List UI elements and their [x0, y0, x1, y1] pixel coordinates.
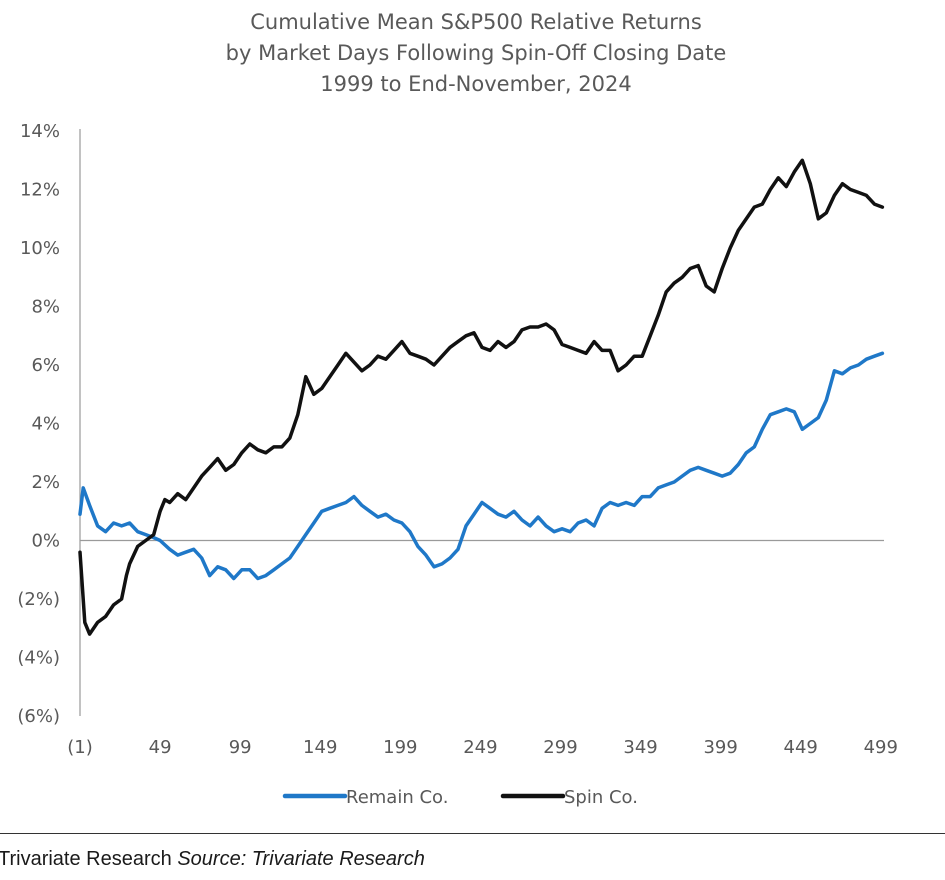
footer-prefix: Trivariate Research — [0, 848, 172, 870]
x-tick-label: 249 — [463, 737, 497, 758]
y-tick-label: 14% — [20, 121, 60, 142]
x-tick-label: 349 — [623, 737, 657, 758]
y-tick-label: 10% — [20, 238, 60, 259]
footer-source: Source: Trivariate Research — [177, 848, 425, 870]
legend: Remain Co. Spin Co. — [282, 787, 638, 808]
x-tick-label: 299 — [543, 737, 577, 758]
footer: Trivariate Research Source: Trivariate R… — [0, 833, 945, 880]
plot-lines — [78, 158, 885, 636]
y-axis: 14% 12% 10% 8% 6% 4% 2% 0% (2%) (4%) (6%) — [17, 121, 81, 727]
x-tick-label: 499 — [864, 737, 898, 758]
x-tick-label: 49 — [149, 737, 172, 758]
y-tick-label: 6% — [31, 355, 60, 376]
legend-label: Spin Co. — [564, 787, 638, 808]
chart-title-line-1: Cumulative Mean S&P500 Relative Returns — [250, 10, 702, 34]
chart-title: Cumulative Mean S&P500 Relative Returns … — [226, 10, 727, 96]
x-tick-label: 149 — [303, 737, 337, 758]
x-tick-label: 199 — [383, 737, 417, 758]
chart-title-line-3: 1999 to End-November, 2024 — [320, 72, 631, 96]
footer-text: Trivariate Research Source: Trivariate R… — [0, 848, 425, 871]
x-tick-label: 399 — [703, 737, 737, 758]
y-tick-label: (6%) — [17, 706, 60, 727]
y-tick-label: 2% — [31, 472, 60, 493]
y-tick-label: 12% — [20, 180, 60, 201]
chart-title-line-2: by Market Days Following Spin-Off Closin… — [226, 41, 727, 65]
y-tick-label: 8% — [31, 297, 60, 318]
y-tick-label: 4% — [31, 414, 60, 435]
legend-label: Remain Co. — [346, 787, 448, 808]
series-line-spin-co — [78, 158, 885, 636]
x-axis: (1) 49 99 149 199 249 299 349 399 449 499 — [67, 539, 898, 758]
chart: Cumulative Mean S&P500 Relative Returns … — [17, 10, 898, 808]
y-tick-label: (2%) — [17, 589, 60, 610]
series-line-remain-co — [78, 351, 885, 581]
y-tick-label: (4%) — [17, 648, 60, 669]
y-tick-label: 0% — [31, 531, 60, 552]
x-tick-label: (1) — [67, 737, 93, 758]
x-tick-label: 99 — [229, 737, 252, 758]
x-tick-label: 449 — [784, 737, 818, 758]
